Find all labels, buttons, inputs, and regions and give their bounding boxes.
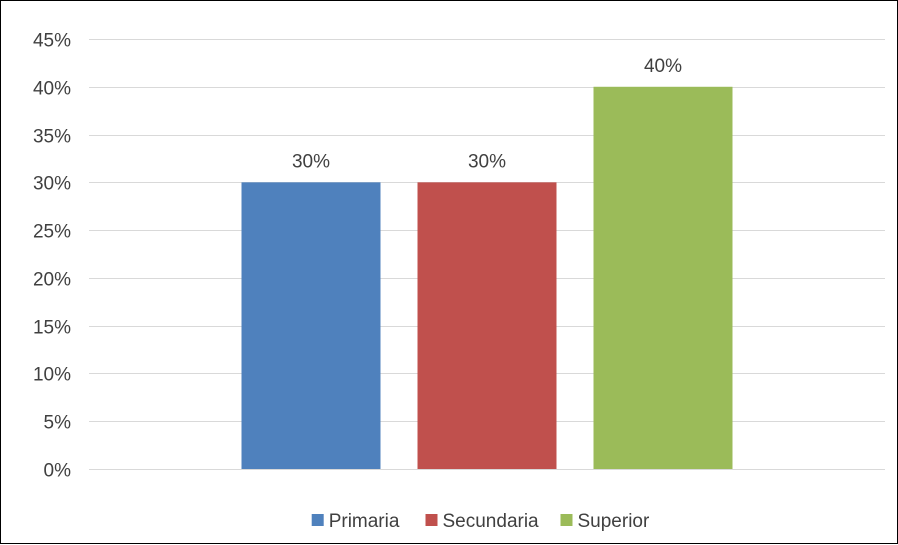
y-tick-label: 40% xyxy=(33,79,71,100)
bar-superior xyxy=(593,86,733,470)
legend-swatch-superior xyxy=(560,514,573,526)
bar-secundaria xyxy=(417,182,557,470)
data-label: 30% xyxy=(468,151,506,172)
legend-swatch-secundaria xyxy=(425,514,438,526)
data-label: 30% xyxy=(292,151,330,172)
data-label: 40% xyxy=(644,56,682,77)
y-tick-label: 0% xyxy=(44,461,72,482)
y-axis-tick-labels: 0% 5% 10% 15% 20% 25% 30% 35% 40% 45% xyxy=(33,31,71,482)
legend-label: Superior xyxy=(578,511,650,532)
bar-primaria xyxy=(241,182,381,470)
y-tick-label: 10% xyxy=(33,365,71,386)
legend-label: Secundaria xyxy=(443,511,540,532)
y-tick-label: 45% xyxy=(33,31,71,52)
data-labels: 30% 30% 40% xyxy=(292,56,682,173)
y-tick-label: 30% xyxy=(33,174,71,195)
legend: Primaria Secundaria Superior xyxy=(311,511,650,532)
y-tick-label: 35% xyxy=(33,127,71,148)
y-tick-label: 15% xyxy=(33,318,71,339)
y-tick-label: 20% xyxy=(33,270,71,291)
legend-swatch-primaria xyxy=(311,514,324,526)
y-tick-label: 25% xyxy=(33,222,71,243)
bars xyxy=(241,86,733,470)
y-tick-label: 5% xyxy=(44,413,72,434)
legend-label: Primaria xyxy=(329,511,400,532)
